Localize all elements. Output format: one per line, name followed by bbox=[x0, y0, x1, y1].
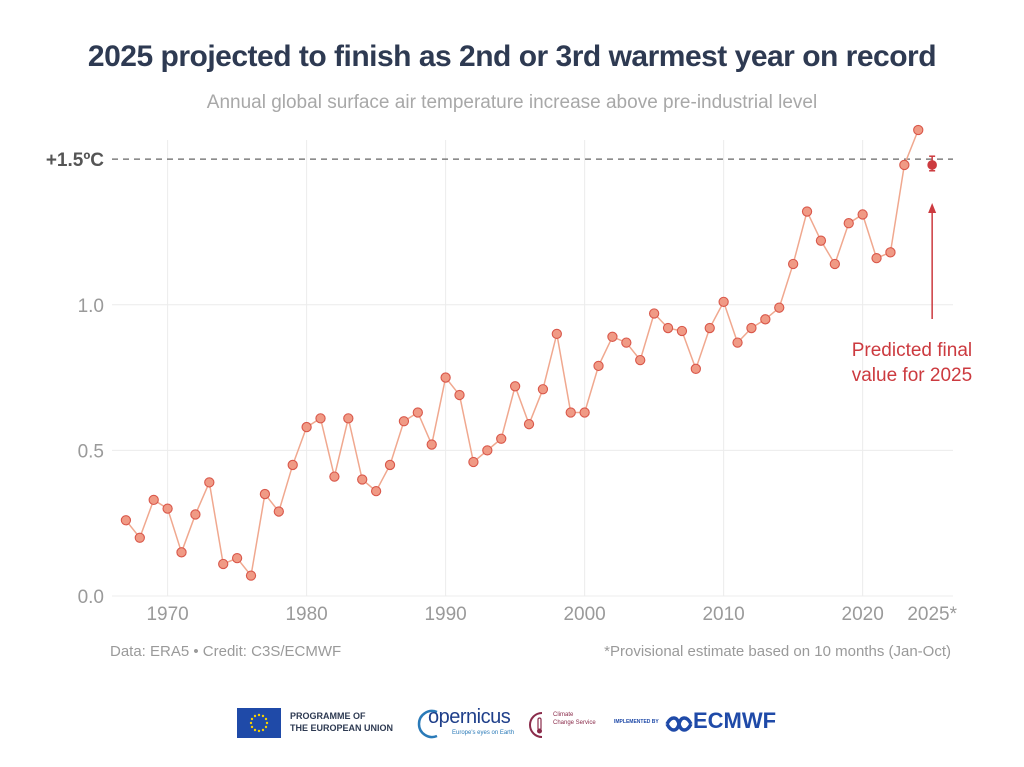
data-point bbox=[426, 439, 437, 450]
data-point bbox=[218, 558, 229, 570]
x-tick-label: 2020 bbox=[842, 604, 884, 625]
data-point bbox=[676, 325, 688, 337]
data-point bbox=[662, 322, 674, 334]
data-point bbox=[829, 258, 840, 270]
x-tick-label: 1980 bbox=[285, 604, 327, 625]
data-point bbox=[384, 459, 396, 471]
y-tick-label: 1.0 bbox=[78, 296, 104, 317]
data-point bbox=[440, 372, 451, 383]
temperature-series-line bbox=[125, 129, 919, 578]
x-tick-label: 1990 bbox=[424, 604, 466, 625]
data-point bbox=[357, 474, 368, 485]
data-point bbox=[551, 328, 562, 340]
copernicus-tagline: Europe's eyes on Earth bbox=[452, 730, 515, 736]
data-point bbox=[885, 247, 896, 258]
data-point bbox=[746, 322, 757, 334]
reference-line-label: +1.5ºC bbox=[46, 150, 104, 171]
ecmwf-label: ECMWF bbox=[693, 708, 777, 733]
data-point bbox=[815, 235, 827, 246]
data-point bbox=[871, 252, 882, 264]
data-point bbox=[259, 488, 271, 500]
data-point bbox=[468, 456, 479, 468]
data-point bbox=[204, 477, 215, 488]
data-point bbox=[635, 354, 646, 366]
data-point bbox=[690, 363, 701, 374]
data-point bbox=[190, 509, 201, 520]
chart-title: 2025 projected to finish as 2nd or 3rd w… bbox=[87, 40, 937, 73]
data-point bbox=[607, 331, 618, 342]
climate-change-service-icon bbox=[529, 712, 543, 738]
data-point bbox=[760, 314, 771, 325]
provisional-note: *Provisional estimate based on 10 months… bbox=[604, 643, 951, 660]
x-tick-label-final: 2025* bbox=[907, 604, 957, 625]
ecmwf-logo-icon bbox=[665, 716, 693, 732]
data-point bbox=[496, 433, 507, 444]
logo-bar: PROGRAMME OF THE EUROPEAN UNION opernicu… bbox=[0, 700, 1024, 750]
data-point bbox=[148, 494, 159, 506]
data-point bbox=[287, 459, 298, 471]
data-point bbox=[523, 419, 535, 430]
data-point bbox=[315, 413, 326, 424]
data-point bbox=[176, 547, 187, 558]
copernicus-label: opernicus bbox=[428, 706, 511, 728]
data-point bbox=[120, 515, 132, 526]
eu-programme-label: PROGRAMME OF THE EUROPEAN UNION bbox=[290, 711, 394, 733]
data-point bbox=[537, 384, 549, 395]
prediction-arrow-head bbox=[928, 203, 937, 213]
data-point bbox=[565, 407, 576, 418]
prediction-label: value for 2025 bbox=[852, 365, 972, 386]
data-point bbox=[398, 416, 410, 427]
data-point bbox=[509, 381, 521, 392]
x-tick-label: 2010 bbox=[702, 604, 744, 625]
data-point bbox=[801, 206, 813, 217]
data-point bbox=[899, 159, 910, 171]
data-point bbox=[245, 570, 257, 581]
x-tick-label: 1970 bbox=[146, 604, 188, 625]
data-point bbox=[787, 258, 799, 270]
data-point bbox=[231, 552, 243, 564]
data-point bbox=[343, 413, 354, 424]
data-point bbox=[732, 337, 743, 348]
data-point bbox=[273, 506, 284, 517]
data-credit: Data: ERA5 • Credit: C3S/ECMWF bbox=[110, 643, 342, 660]
copernicus-logo-icon bbox=[417, 709, 438, 739]
data-point bbox=[913, 124, 924, 136]
data-point bbox=[412, 407, 423, 418]
data-point bbox=[134, 532, 145, 543]
data-point bbox=[704, 322, 715, 334]
data-point bbox=[774, 302, 785, 313]
data-point bbox=[370, 485, 382, 497]
y-tick-label: 0.0 bbox=[78, 587, 104, 608]
data-point bbox=[329, 471, 340, 482]
data-point bbox=[648, 308, 660, 319]
prediction-label: Predicted final bbox=[852, 340, 972, 361]
implemented-by-label: IMPLEMENTED BY bbox=[614, 719, 659, 725]
x-tick-label: 2000 bbox=[563, 604, 605, 625]
chart-subtitle: Annual global surface air temperature in… bbox=[206, 92, 818, 113]
c3s-label: Climate Change Service bbox=[553, 712, 596, 726]
data-point bbox=[621, 337, 632, 348]
data-point bbox=[454, 389, 465, 401]
data-point bbox=[579, 407, 590, 418]
data-point bbox=[843, 218, 854, 229]
data-point bbox=[857, 209, 868, 220]
data-point bbox=[301, 421, 312, 433]
y-tick-label: 0.5 bbox=[78, 441, 104, 462]
eu-flag-icon bbox=[237, 708, 281, 738]
prediction-point bbox=[927, 160, 937, 170]
temperature-chart: 1970 1980 1990 2000 2010 2020 2025* 0.0 0.5 1.0 +1… bbox=[46, 124, 972, 625]
data-point bbox=[718, 296, 729, 307]
data-point bbox=[482, 445, 493, 456]
data-point bbox=[162, 503, 173, 514]
data-point bbox=[593, 360, 604, 372]
